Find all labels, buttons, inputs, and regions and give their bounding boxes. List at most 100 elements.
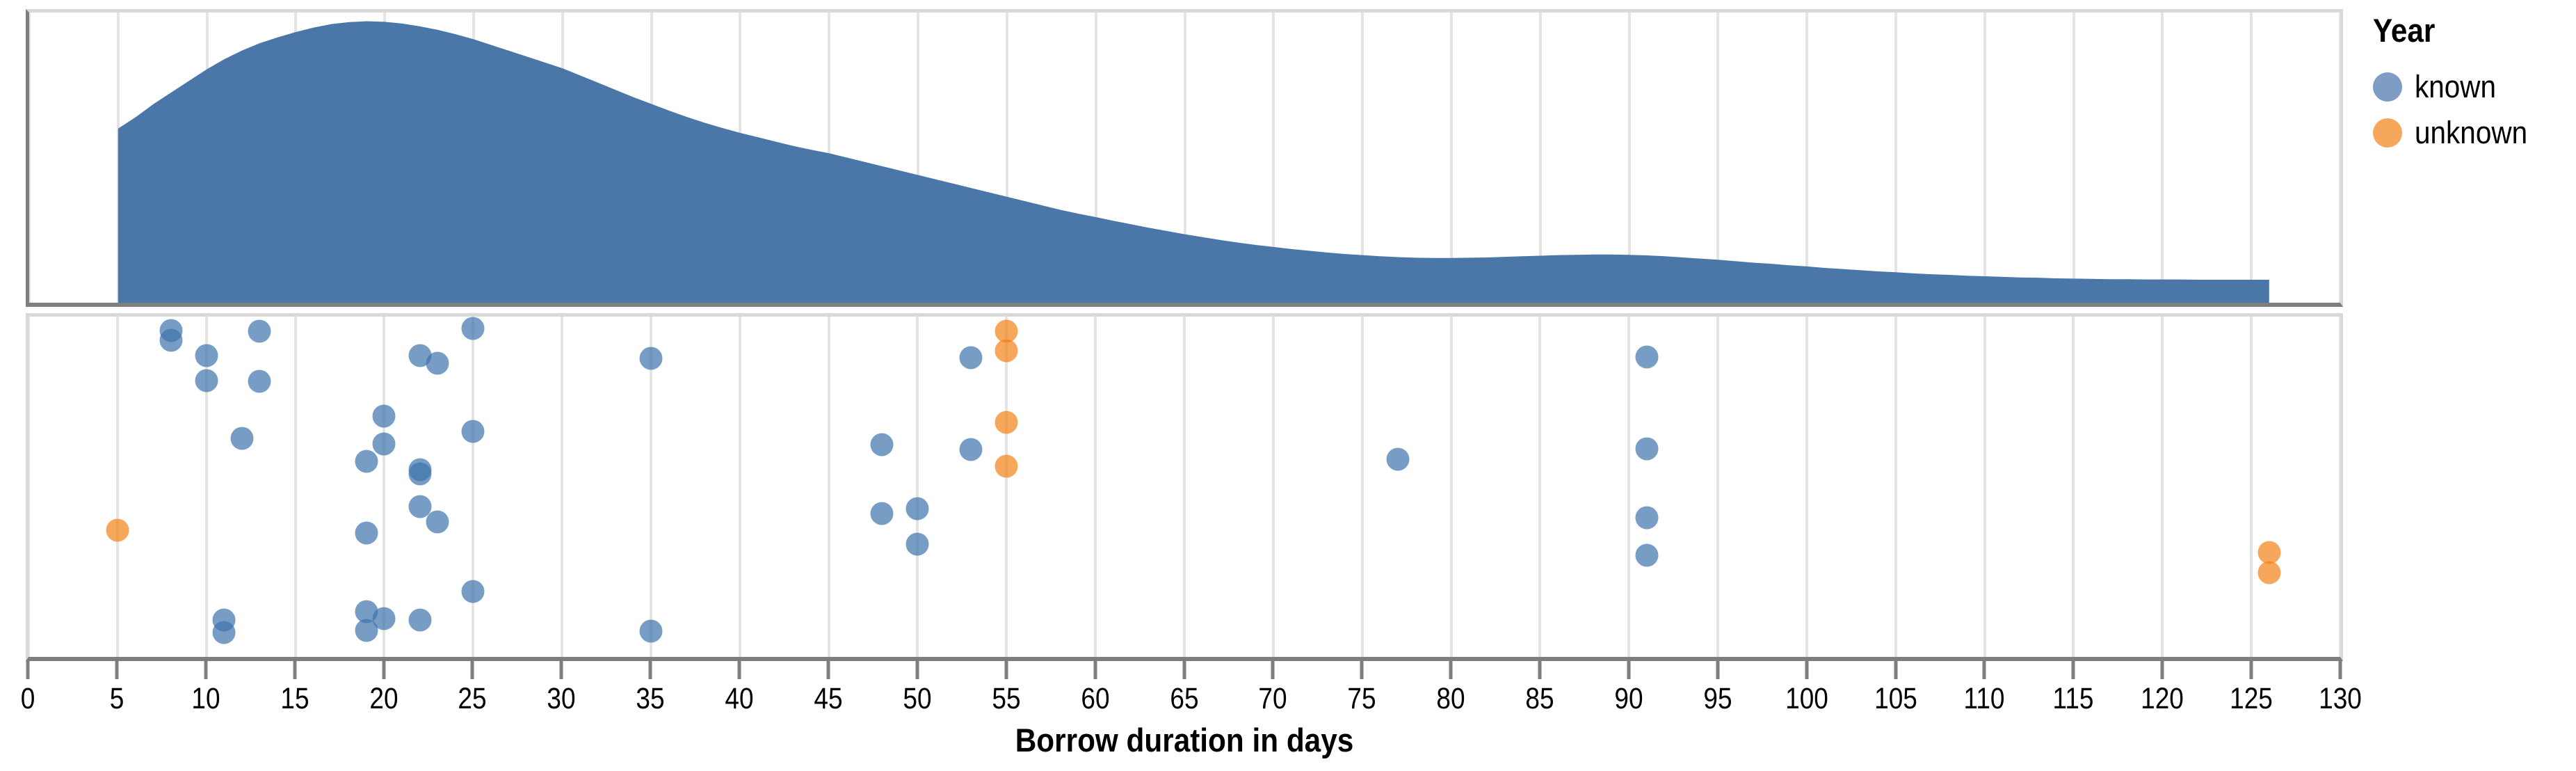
data-point-known <box>905 497 929 520</box>
data-point-known <box>355 619 378 642</box>
data-point-unknown <box>995 319 1018 343</box>
data-point-known <box>870 433 894 456</box>
data-point-known <box>408 608 432 632</box>
x-axis-tick <box>1805 661 1809 679</box>
x-axis-tick <box>204 661 208 679</box>
x-axis-tick <box>1182 661 1186 679</box>
data-point-known <box>639 619 663 643</box>
gridline <box>1005 317 1008 657</box>
legend-title: Year <box>2373 12 2436 49</box>
x-axis-tick <box>915 661 919 679</box>
gridline <box>1627 13 1631 303</box>
data-point-unknown <box>995 411 1018 434</box>
gridline <box>1272 13 1275 303</box>
gridline <box>204 317 208 657</box>
x-axis-tick <box>1716 661 1720 679</box>
gridline <box>29 317 30 657</box>
gridline <box>472 317 475 657</box>
data-point-known <box>959 438 983 461</box>
x-axis-tick-label: 115 <box>2052 682 2094 715</box>
gridline <box>827 317 830 657</box>
gridline <box>1449 317 1453 657</box>
data-point-known <box>959 346 983 369</box>
unknown-swatch-icon <box>2373 118 2402 148</box>
x-axis-tick-label: 15 <box>280 682 309 715</box>
data-point-known <box>1635 437 1659 461</box>
gridline <box>1983 13 1986 303</box>
x-axis-tick <box>737 661 741 679</box>
x-axis-tick-label: 60 <box>1081 682 1110 715</box>
density-area-path <box>118 21 2269 303</box>
x-axis-tick-label: 95 <box>1703 682 1732 715</box>
gridline <box>1183 317 1186 657</box>
x-axis-tick-label: 35 <box>636 682 665 715</box>
x-axis-tick-label: 25 <box>458 682 487 715</box>
x-axis-tick <box>648 661 652 679</box>
gridline <box>1894 317 1897 657</box>
gridline <box>738 317 741 657</box>
gridline <box>2250 317 2253 657</box>
x-axis-tick <box>2160 661 2164 679</box>
x-axis-tick-label: 85 <box>1525 682 1554 715</box>
legend-item-unknown[interactable]: unknown <box>2373 115 2575 151</box>
legend-item-known[interactable]: known <box>2373 69 2575 105</box>
data-point-known <box>372 432 396 456</box>
data-point-known <box>159 328 183 352</box>
x-axis-tick-label: 105 <box>1874 682 1917 715</box>
gridline <box>2161 13 2164 303</box>
x-axis-tick <box>1093 661 1097 679</box>
x-axis-tick <box>1004 661 1008 679</box>
x-axis-title: Borrow duration in days <box>1015 722 1353 758</box>
x-axis-tick <box>826 661 830 679</box>
data-point-unknown <box>2257 561 2281 585</box>
gridline <box>1538 317 1542 657</box>
gridline <box>1271 317 1275 657</box>
gridline <box>1627 317 1631 657</box>
data-point-known <box>355 521 378 544</box>
strip-panel-inner <box>29 317 2340 657</box>
data-point-known <box>230 427 254 450</box>
x-axis-tick <box>2249 661 2253 679</box>
gridline <box>561 317 564 657</box>
data-point-known <box>1635 345 1659 369</box>
gridline <box>1361 13 1365 303</box>
gridline <box>916 317 919 657</box>
gridline <box>1716 317 1720 657</box>
gridline <box>1805 13 1809 303</box>
gridline <box>1005 13 1008 303</box>
data-point-unknown <box>995 339 1018 363</box>
gridline <box>1094 317 1097 657</box>
data-point-known <box>212 621 236 644</box>
gridline <box>2161 317 2164 657</box>
x-axis-tick-label: 90 <box>1614 682 1643 715</box>
data-point-known <box>195 344 218 367</box>
gridline <box>115 317 119 657</box>
x-axis-tick <box>1982 661 1986 679</box>
x-axis-tick <box>2338 661 2342 679</box>
gridline <box>2072 13 2075 303</box>
x-axis-tick <box>1627 661 1631 679</box>
x-axis-tick-label: 80 <box>1436 682 1465 715</box>
data-point-known <box>639 347 663 370</box>
x-axis-tick-label: 0 <box>20 682 35 715</box>
data-point-known <box>372 404 396 428</box>
x-axis-tick-label: 55 <box>992 682 1021 715</box>
gridline <box>1360 317 1364 657</box>
data-point-known <box>870 502 894 525</box>
gridline <box>2072 317 2075 657</box>
gridline <box>1449 13 1453 303</box>
gridline <box>1805 317 1808 657</box>
gridline <box>383 317 386 657</box>
data-point-known <box>195 369 218 392</box>
gridline <box>116 13 120 303</box>
x-axis-tick-label: 125 <box>2230 682 2273 715</box>
gridline <box>29 13 31 303</box>
x-axis-tick <box>1360 661 1364 679</box>
gridline <box>917 13 920 303</box>
gridline <box>2339 317 2340 657</box>
data-point-known <box>1635 543 1659 567</box>
data-point-known <box>461 420 485 443</box>
x-axis-tick-label: 65 <box>1169 682 1199 715</box>
x-axis-tick-label: 100 <box>1785 682 1828 715</box>
data-point-known <box>248 369 271 393</box>
